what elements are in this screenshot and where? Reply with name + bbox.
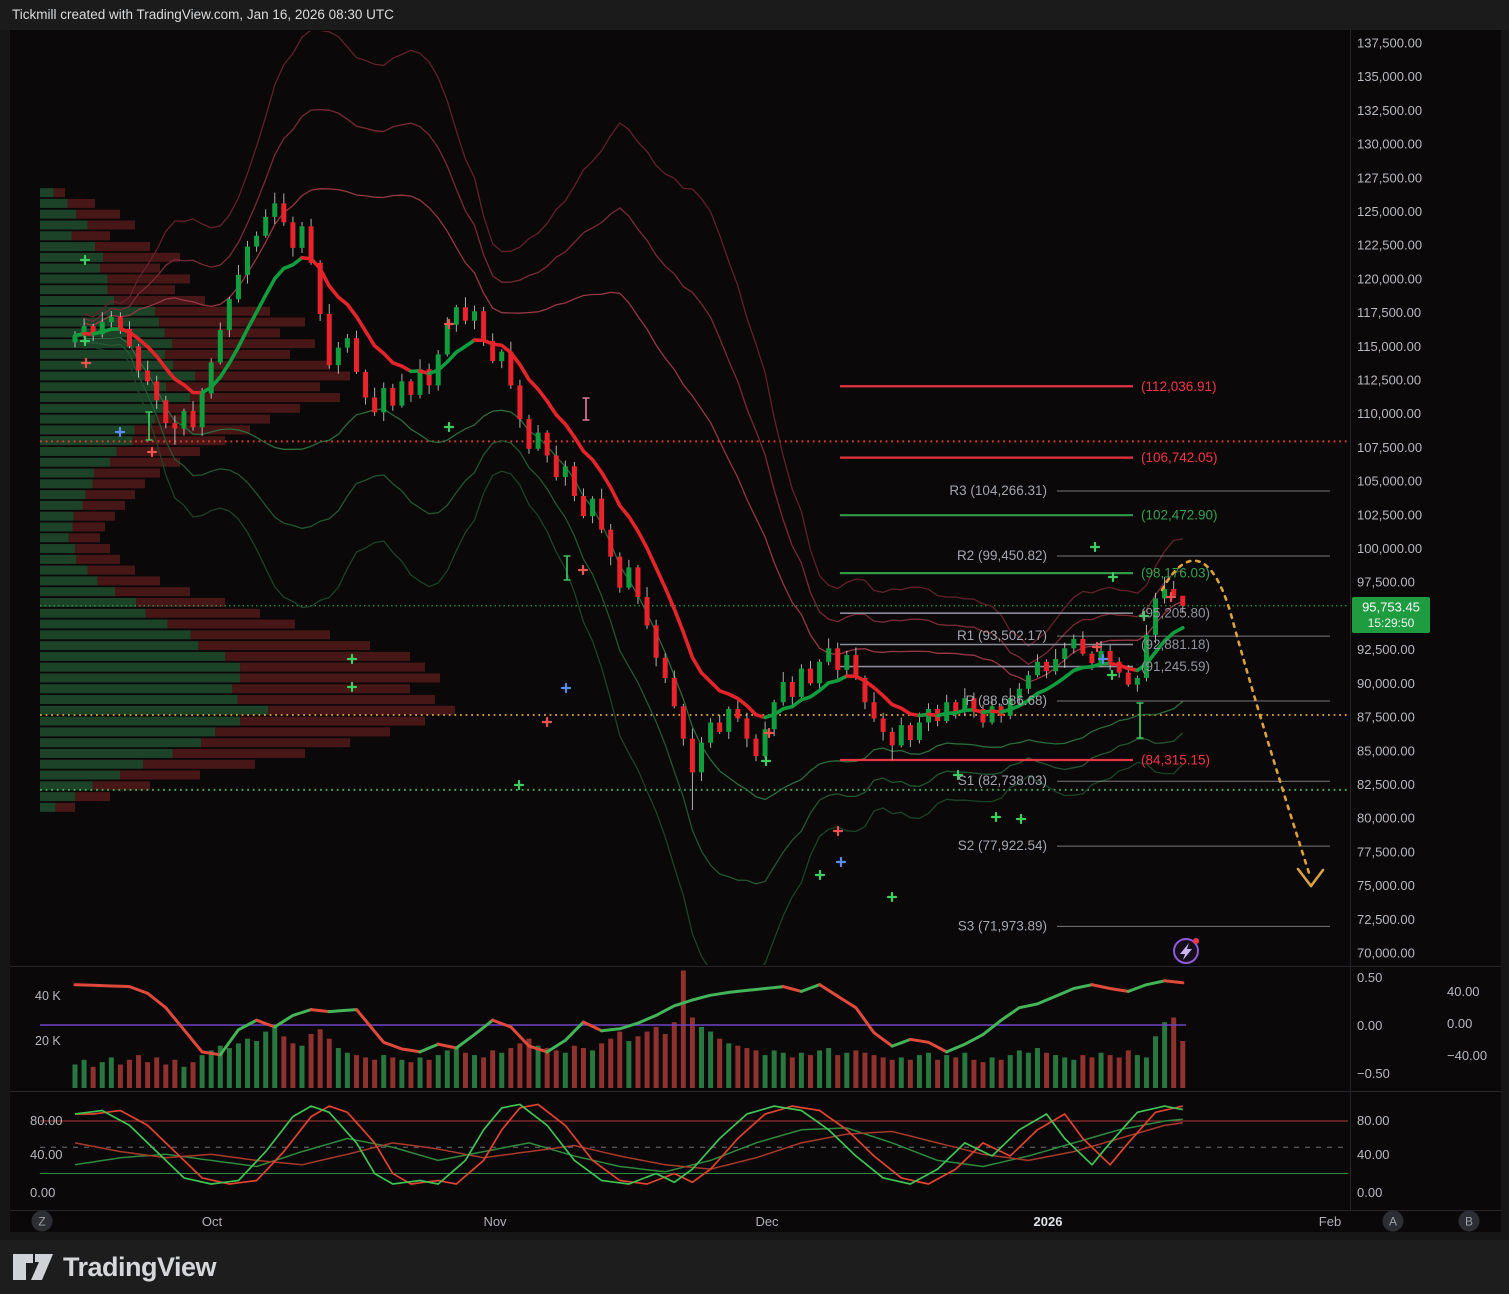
svg-text:0.00: 0.00 <box>1447 1016 1472 1031</box>
svg-text:(106,742.05): (106,742.05) <box>1141 450 1218 465</box>
svg-text:Nov: Nov <box>483 1214 507 1229</box>
svg-text:(95,205.80): (95,205.80) <box>1141 606 1210 621</box>
svg-text:90,000.00: 90,000.00 <box>1357 676 1415 691</box>
ma-line <box>73 256 1185 720</box>
svg-text:0.00: 0.00 <box>1357 1185 1382 1200</box>
svg-text:(91,245.59): (91,245.59) <box>1141 659 1210 674</box>
footer-bar: TradingView <box>0 1240 1509 1294</box>
svg-text:127,500.00: 127,500.00 <box>1357 170 1422 185</box>
svg-text:Feb: Feb <box>1319 1214 1341 1229</box>
candles-layer <box>72 192 1186 811</box>
svg-text:137,500.00: 137,500.00 <box>1357 36 1422 51</box>
svg-text:Dec: Dec <box>755 1214 779 1229</box>
dotted-levels-layer <box>40 440 1348 791</box>
svg-text:107,500.00: 107,500.00 <box>1357 440 1422 455</box>
svg-text:102,500.00: 102,500.00 <box>1357 507 1422 522</box>
svg-text:95,753.45: 95,753.45 <box>1362 600 1420 615</box>
svg-text:40.00: 40.00 <box>1447 984 1480 999</box>
volume-profile-layer <box>40 188 455 812</box>
attribution-text: Tickmill created with TradingView.com, J… <box>12 7 394 22</box>
time-axis[interactable]: Oct Nov Dec 2026 Feb Z A B <box>31 1210 1480 1232</box>
svg-text:R2 (99,450.82): R2 (99,450.82) <box>957 548 1047 563</box>
svg-text:80.00: 80.00 <box>1357 1113 1390 1128</box>
svg-text:20 K: 20 K <box>35 1034 61 1048</box>
svg-text:80,000.00: 80,000.00 <box>1357 811 1415 826</box>
svg-text:105,000.00: 105,000.00 <box>1357 474 1422 489</box>
svg-text:R3 (104,266.31): R3 (104,266.31) <box>949 483 1047 498</box>
main-pane[interactable] <box>40 30 1348 977</box>
svg-text:P (88,686.68): P (88,686.68) <box>965 693 1047 708</box>
svg-text:40 K: 40 K <box>35 989 61 1003</box>
svg-text:S2 (77,922.54): S2 (77,922.54) <box>958 838 1047 853</box>
level-labels: (112,036.91) (106,742.05) (102,472.90) (98,… <box>949 379 1217 934</box>
axis-button-a[interactable]: A <box>1382 1210 1404 1232</box>
svg-text:R1 (93,502.17): R1 (93,502.17) <box>957 628 1047 643</box>
svg-text:75,000.00: 75,000.00 <box>1357 878 1415 893</box>
svg-text:125,000.00: 125,000.00 <box>1357 204 1422 219</box>
svg-text:92,500.00: 92,500.00 <box>1357 642 1415 657</box>
projection-arrow <box>1160 559 1325 888</box>
svg-text:A: A <box>1389 1215 1397 1229</box>
brand-text: TradingView <box>63 1251 217 1282</box>
axis-button-z[interactable]: Z <box>31 1210 53 1232</box>
svg-text:0.00: 0.00 <box>30 1185 55 1200</box>
svg-text:(98,176.03): (98,176.03) <box>1141 566 1210 581</box>
svg-text:87,500.00: 87,500.00 <box>1357 710 1415 725</box>
svg-text:80.00: 80.00 <box>30 1113 63 1128</box>
svg-text:82,500.00: 82,500.00 <box>1357 777 1415 792</box>
svg-text:0.00: 0.00 <box>1357 1018 1382 1033</box>
tradingview-logo-icon <box>13 1254 53 1280</box>
svg-text:2026: 2026 <box>1034 1214 1063 1229</box>
signal-markers-layer <box>79 254 1177 903</box>
svg-text:70,000.00: 70,000.00 <box>1357 945 1415 960</box>
oscillator-pane[interactable] <box>40 1103 1348 1185</box>
svg-text:−0.50: −0.50 <box>1357 1066 1390 1081</box>
svg-text:S1 (82,738.03): S1 (82,738.03) <box>958 773 1047 788</box>
svg-text:−40.00: −40.00 <box>1447 1048 1487 1063</box>
svg-text:122,500.00: 122,500.00 <box>1357 238 1422 253</box>
svg-text:15:29:50: 15:29:50 <box>1368 616 1415 630</box>
svg-text:(92,881.18): (92,881.18) <box>1141 637 1210 652</box>
svg-text:120,000.00: 120,000.00 <box>1357 271 1422 286</box>
svg-text:(84,315.15): (84,315.15) <box>1141 752 1210 767</box>
svg-text:100,000.00: 100,000.00 <box>1357 541 1422 556</box>
svg-text:135,000.00: 135,000.00 <box>1357 69 1422 84</box>
svg-text:85,000.00: 85,000.00 <box>1357 743 1415 758</box>
attribution-bar: Tickmill created with TradingView.com, J… <box>0 0 1509 30</box>
svg-text:110,000.00: 110,000.00 <box>1357 406 1421 421</box>
svg-text:B: B <box>1465 1215 1473 1229</box>
price-axis[interactable]: 137,500.00 135,000.00 132,500.00 130,000.00… <box>1357 36 1422 961</box>
axis-button-b[interactable]: B <box>1458 1210 1480 1232</box>
bands-layer <box>83 31 1184 965</box>
svg-text:117,500.00: 117,500.00 <box>1357 305 1421 320</box>
svg-text:132,500.00: 132,500.00 <box>1357 103 1422 118</box>
svg-text:Oct: Oct <box>202 1214 223 1229</box>
magic-ai-icon[interactable] <box>1173 938 1199 964</box>
svg-text:112,500.00: 112,500.00 <box>1357 373 1421 388</box>
svg-text:40.00: 40.00 <box>1357 1147 1390 1162</box>
svg-text:(102,472.90): (102,472.90) <box>1141 508 1218 523</box>
volume-pane[interactable] <box>40 970 1186 1089</box>
svg-text:Z: Z <box>38 1215 45 1229</box>
svg-text:130,000.00: 130,000.00 <box>1357 137 1422 152</box>
svg-text:40.00: 40.00 <box>30 1147 63 1162</box>
svg-text:(112,036.91): (112,036.91) <box>1141 379 1217 394</box>
svg-text:S3 (71,973.89): S3 (71,973.89) <box>958 918 1047 933</box>
level-lines-layer <box>840 385 1330 927</box>
signal-line <box>73 979 1185 1057</box>
svg-text:97,500.00: 97,500.00 <box>1357 575 1415 590</box>
svg-text:72,500.00: 72,500.00 <box>1357 912 1415 927</box>
svg-text:0.50: 0.50 <box>1357 970 1382 985</box>
svg-text:77,500.00: 77,500.00 <box>1357 844 1415 859</box>
svg-text:115,000.00: 115,000.00 <box>1357 339 1421 354</box>
